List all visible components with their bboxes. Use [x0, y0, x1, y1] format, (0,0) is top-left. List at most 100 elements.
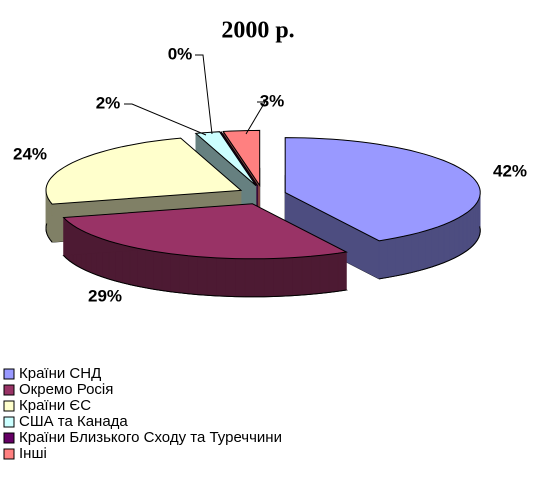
data-label: 29%: [88, 286, 122, 305]
data-label: 24%: [13, 144, 47, 163]
legend-swatch: [3, 416, 15, 428]
slice-edge: [47, 236, 51, 240]
slice-side: [425, 228, 433, 270]
slice-side: [263, 258, 274, 297]
slice-edge: [454, 255, 460, 259]
legend-label: Інші: [19, 445, 47, 462]
slice-edge: [129, 284, 138, 287]
slice-side: [137, 247, 146, 289]
slice-side: [462, 212, 468, 254]
slice-edge: [90, 272, 97, 276]
slice-side: [301, 256, 312, 296]
slice-side: [410, 232, 419, 273]
slice-side: [431, 226, 439, 268]
slice-edge: [476, 237, 480, 241]
slice-edge: [462, 250, 468, 254]
slice-edge: [161, 290, 171, 293]
slice-edge: [329, 290, 338, 293]
slice-side: [443, 221, 450, 263]
legend-swatch: [3, 368, 15, 380]
slice-edge: [449, 257, 455, 261]
slice-edge: [137, 285, 146, 289]
slice-side: [225, 258, 236, 297]
slice-edge: [63, 255, 67, 259]
slice-side: [387, 237, 396, 278]
slice-edge: [115, 280, 123, 284]
chart-title: 2000 р.: [221, 18, 294, 44]
slice-top: [220, 131, 258, 186]
slice-side: [282, 257, 293, 297]
slice-side: [449, 219, 455, 261]
legend-swatch: [3, 448, 15, 460]
slice-top: [194, 131, 257, 187]
slice-side: [437, 224, 445, 266]
slice-edge: [96, 274, 103, 278]
legend-swatch: [3, 432, 15, 444]
slice-edge: [153, 288, 163, 292]
slice-edge: [475, 239, 478, 243]
slice-edge: [387, 275, 396, 278]
slice-top: [45, 137, 243, 205]
slice-side: [244, 258, 255, 298]
slice-side: [403, 234, 412, 275]
slice-side: [470, 206, 474, 249]
slice-edge: [179, 292, 189, 295]
slice-edge: [458, 252, 464, 256]
slice-side: [145, 249, 154, 290]
slice-side: [472, 204, 476, 247]
slice-side: [292, 256, 303, 296]
legend-label: Країни ЄС: [19, 397, 91, 414]
slice-top: [62, 203, 349, 260]
slice-edge: [65, 257, 70, 262]
slice-edge: [431, 264, 439, 268]
slice-edge: [403, 272, 412, 275]
slice-edge: [206, 294, 217, 297]
slice-edge: [68, 260, 74, 264]
slice-edge: [102, 276, 110, 280]
slice-edge: [469, 244, 474, 249]
slice-edge: [80, 267, 87, 271]
leader-line: [195, 54, 213, 135]
slice-side: [310, 255, 321, 295]
slice-edge: [443, 259, 450, 264]
slice-side: [395, 235, 404, 277]
data-label: 0%: [168, 44, 193, 63]
slice-edge: [145, 287, 154, 290]
slice-side: [454, 217, 460, 259]
slice-side: [378, 239, 388, 280]
slice-edge: [85, 269, 92, 274]
slice-side: [418, 230, 426, 272]
slice-side: [328, 253, 339, 293]
slice-edge: [379, 276, 388, 280]
slice-side: [235, 258, 246, 298]
slice-edge: [337, 289, 347, 292]
slice-edge: [320, 291, 330, 294]
slice-side: [475, 201, 478, 244]
data-label: 3%: [260, 91, 285, 110]
slice-edge: [478, 234, 481, 238]
slice-side: [216, 257, 226, 297]
slice-edge: [45, 231, 48, 235]
slice-edge: [45, 223, 48, 227]
slice-top: [284, 137, 481, 242]
legend-label: Окремо Росія: [19, 381, 113, 398]
slice-edge: [425, 266, 433, 270]
slice-edge: [76, 265, 82, 269]
pie-slice: [62, 203, 349, 298]
legend-swatch: [3, 400, 15, 412]
slice-edge: [197, 294, 207, 296]
data-label: 2%: [96, 93, 121, 112]
legend-label: Країни СНД: [19, 365, 101, 382]
slice-side: [337, 251, 347, 292]
slice-side: [466, 209, 471, 252]
slice-side: [254, 258, 265, 298]
slice-top: [222, 129, 261, 188]
data-label: 42%: [493, 161, 527, 180]
slice-side: [179, 254, 189, 295]
slice-edge: [188, 293, 198, 296]
slice-edge: [46, 233, 49, 238]
slice-side: [197, 256, 208, 296]
leader-line: [124, 103, 207, 136]
leader-line: [245, 101, 266, 135]
